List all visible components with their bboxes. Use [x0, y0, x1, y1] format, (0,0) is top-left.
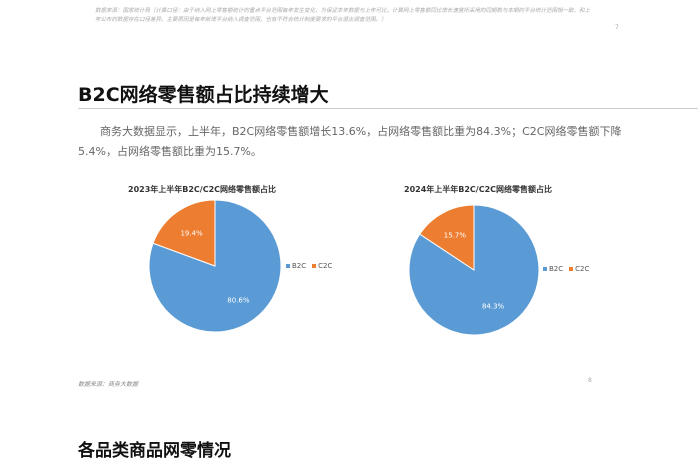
data-source: 数据来源：商务大数据 [78, 381, 139, 388]
chart-title-2024: 2024年上半年B2C/C2C网络零售额占比 [404, 185, 553, 194]
legend-2024: B2C C2C [543, 265, 589, 273]
section-title: B2C网络零售额占比持续增大 [78, 84, 329, 106]
next-section-title: 各品类商品网零情况 [78, 441, 231, 461]
page-number-2: 8 [588, 377, 592, 384]
divider [78, 108, 698, 109]
legend-item-b2c: B2C [543, 265, 563, 273]
data-label: 80.6% [227, 297, 250, 305]
legend-item-c2c: C2C [569, 265, 589, 273]
data-label: 19.4% [180, 229, 203, 237]
legend-item-c2c: C2C [312, 262, 332, 270]
legend-2023: B2C C2C [286, 262, 332, 270]
pie-slice-c2c [152, 199, 216, 267]
legend-item-b2c: B2C [286, 262, 306, 270]
chart-title-2023: 2023年上半年B2C/C2C网络零售额占比 [128, 185, 277, 194]
source-note: 数据来源：国家统计局（计算口径：由于纳入网上零售额统计的重点平台范围每年发生变化… [95, 8, 591, 23]
data-label: 15.7% [444, 232, 467, 240]
page-number: 7 [615, 24, 619, 31]
pie-slice-c2c [419, 204, 475, 271]
data-label: 84.3% [482, 302, 505, 310]
section-paragraph: 商务大数据显示，上半年，B2C网络零售额增长13.6%，占网络零售额比重为84.… [78, 125, 622, 158]
